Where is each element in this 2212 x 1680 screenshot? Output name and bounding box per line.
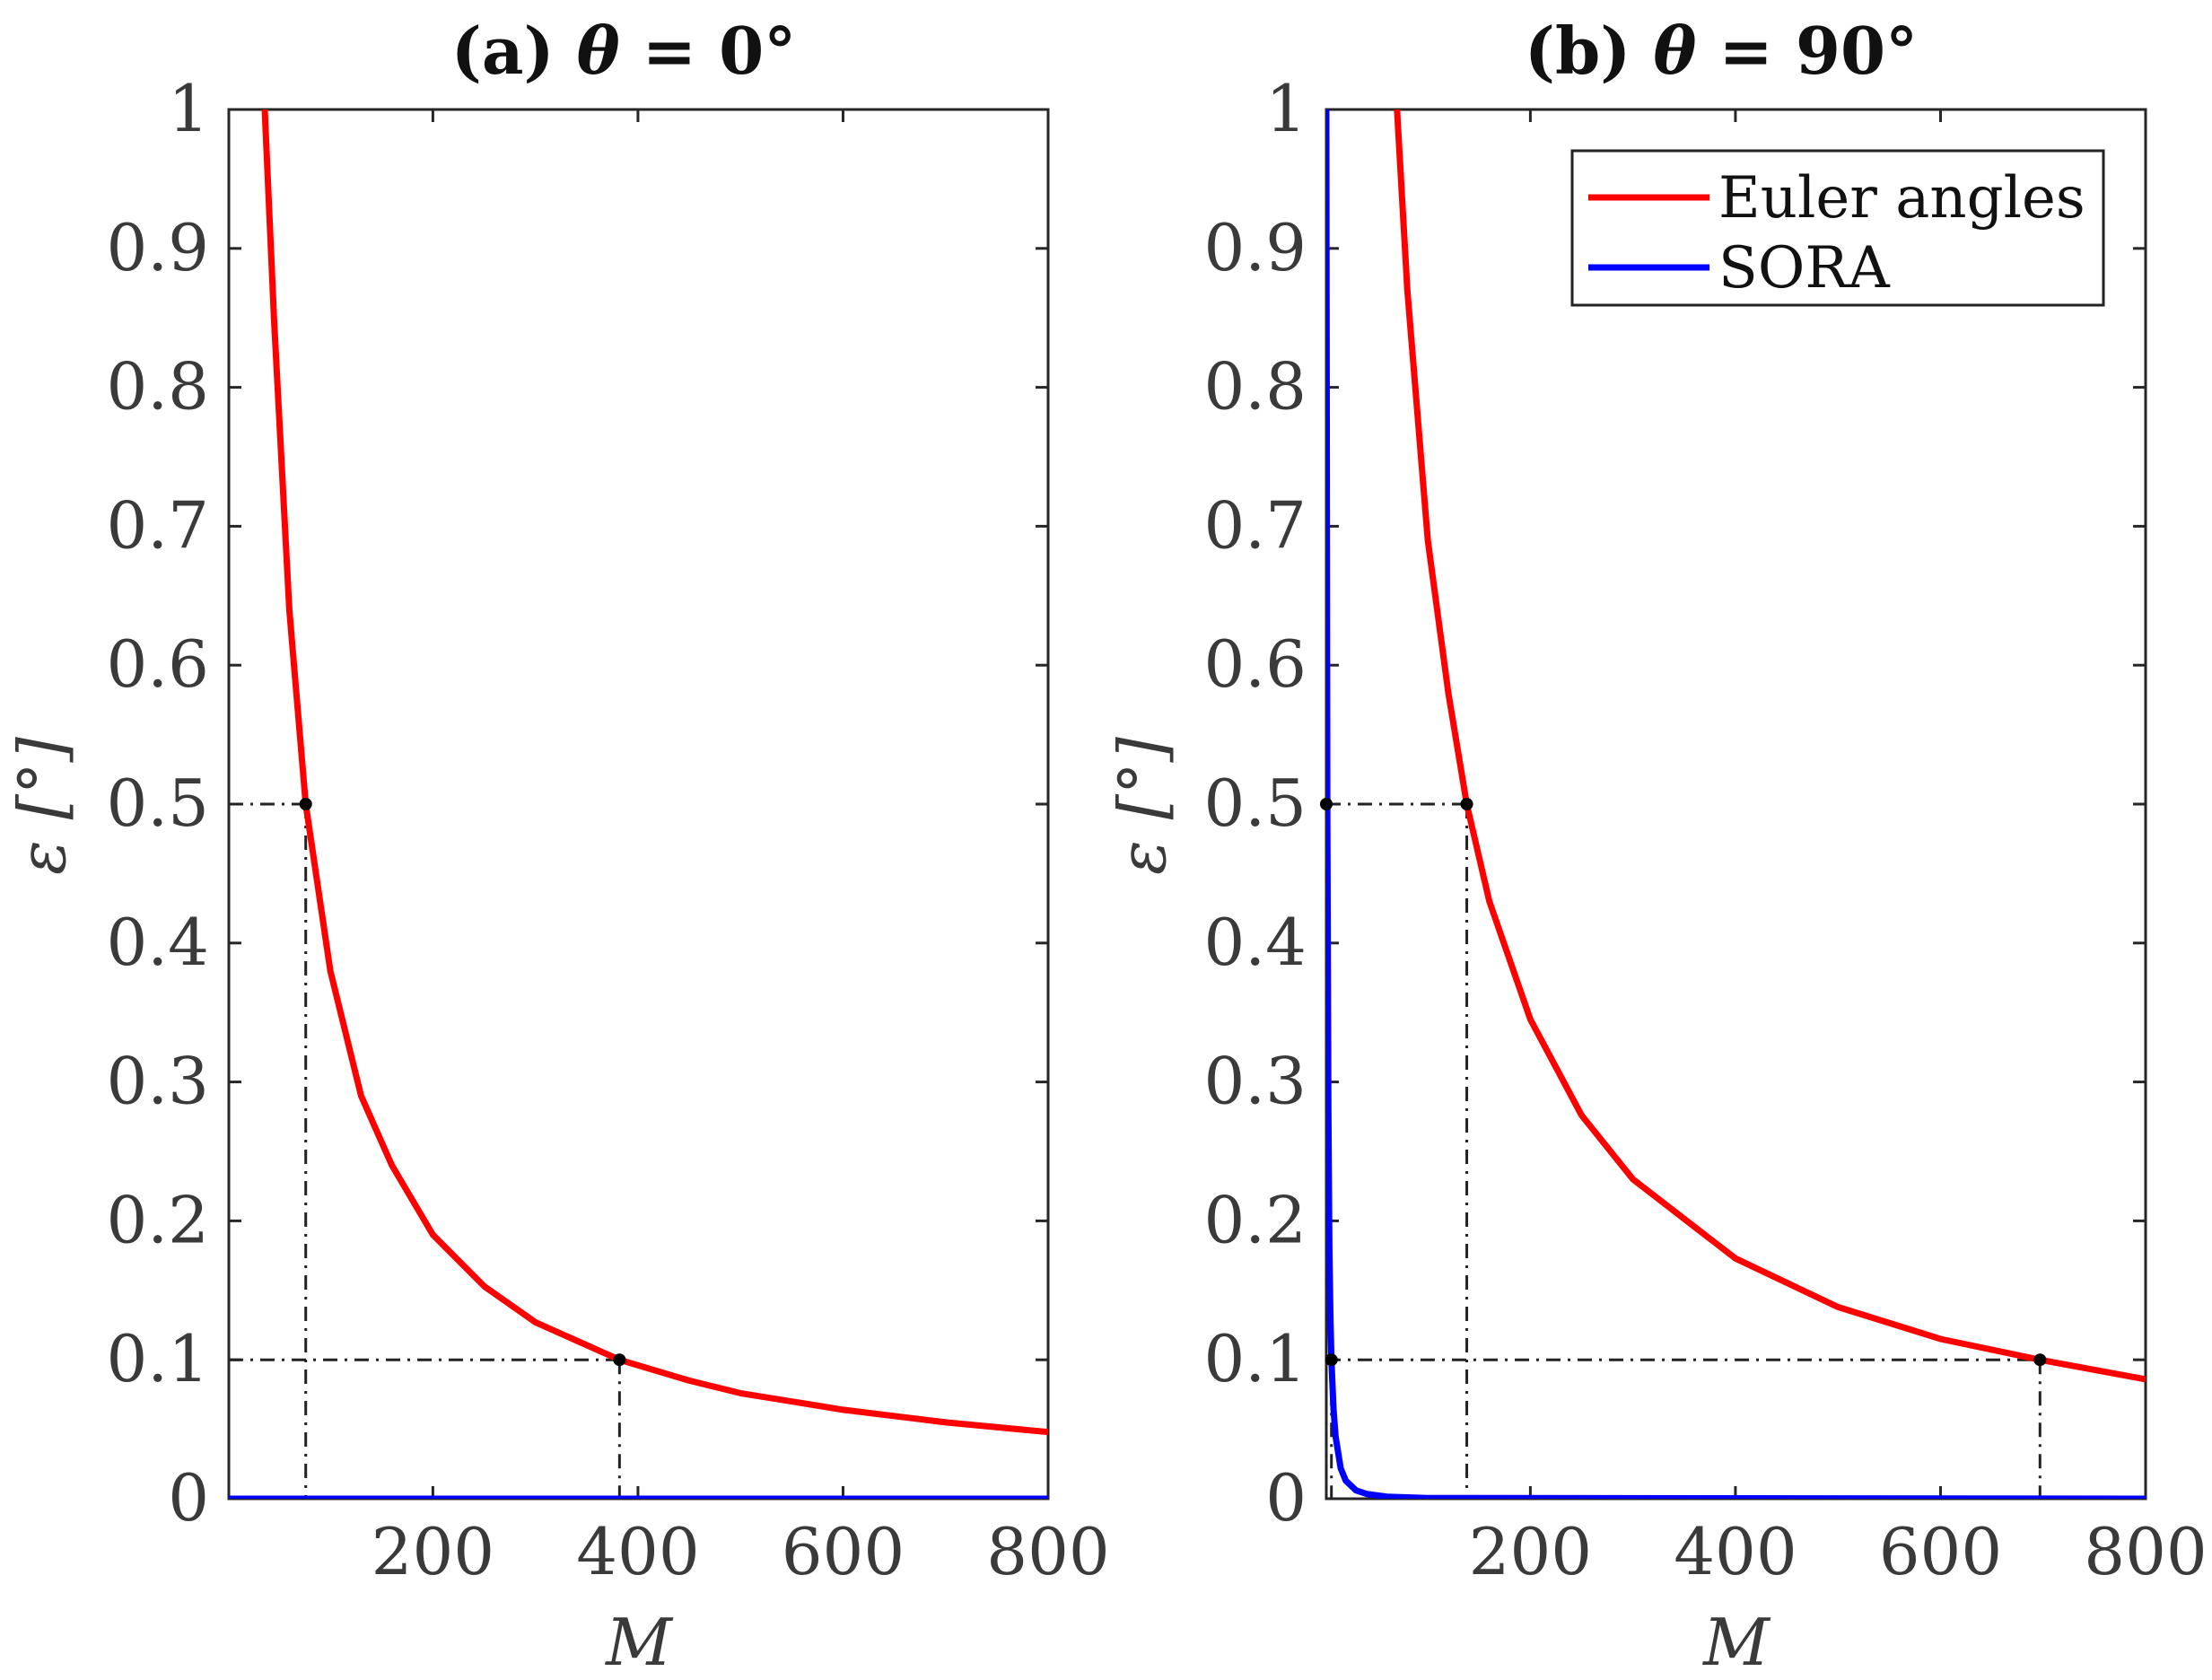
panel-a-y-tick-label: 0.5 (106, 766, 209, 841)
panel-a-y-tick-label: 0.8 (106, 349, 209, 424)
panel-a-y-tick-label: 1 (168, 71, 209, 146)
panel-b-y-tick-label: 0.1 (1203, 1321, 1307, 1396)
legend-label-euler: Euler angles (1718, 165, 2085, 232)
panel-b-series-euler-angles (1394, 109, 2146, 1383)
panel-b-series-sora (1326, 109, 2146, 1499)
panel-b-y-tick-label: 0.9 (1203, 210, 1307, 285)
panel-a-title: (a) θ = 0° (451, 13, 796, 89)
panel-b-y-axis-label: ε [°] (1105, 736, 1180, 875)
panel-a-y-tick-label: 0.9 (106, 210, 209, 285)
panel-a-y-tick-label: 0.7 (106, 487, 209, 563)
panel-a-guide-point (613, 1353, 626, 1367)
panel-a-series-euler-angles (261, 109, 1048, 1436)
panel-b-x-tick-label: 200 (1469, 1514, 1592, 1589)
legend-box (1570, 149, 2105, 307)
panel-a-y-tick-label: 0.2 (106, 1182, 209, 1257)
legend-label-sora: SORA (1718, 235, 1891, 302)
panel-a-y-tick-label: 0.1 (106, 1321, 209, 1396)
panel-b-y-tick-label: 0.7 (1203, 487, 1307, 563)
panel-b-y-tick-label: 0.2 (1203, 1182, 1307, 1257)
legend: Euler angles SORA (1570, 149, 2105, 307)
panel-b-y-tick-label: 0.6 (1203, 626, 1307, 702)
panel-a: (a) θ = 0° M ε [°] 0 0.1 0.2 0.3 0.4 0.5 0.6 0.… (4, 13, 1110, 1680)
panel-b-title: (b) θ = 90° (1525, 13, 1918, 89)
panel-b-guide-point (1320, 798, 1333, 810)
panel-a-y-tick-label: 0.4 (106, 905, 209, 980)
panel-a-y-tick-label: 0 (168, 1460, 209, 1536)
panel-a-x-tick-label: 600 (782, 1514, 905, 1589)
panel-b-x-axis-label: M (1701, 1605, 1771, 1680)
panel-b-y-tick-label: 0.4 (1203, 905, 1307, 980)
panel-a-x-tick-label: 800 (986, 1514, 1109, 1589)
panel-a-y-tick-label: 0.6 (106, 626, 209, 702)
panel-a-x-tick-label: 400 (576, 1514, 699, 1589)
panel-b-guide-point (1325, 1353, 1338, 1367)
panel-b: (b) θ = 90° M ε [°] 0 0.1 0.2 0.3 0.4 0.5 0.6 0… (1105, 13, 2208, 1680)
panel-a-guide-point (299, 798, 312, 810)
panel-a-y-tick-label: 0.3 (106, 1044, 209, 1119)
panel-a-y-axis-label: ε [°] (4, 736, 80, 875)
panel-b-guide-point (2033, 1353, 2047, 1367)
panel-b-x-tick-label: 400 (1674, 1514, 1797, 1589)
panel-a-axes-frame (227, 108, 1050, 1501)
panel-a-x-axis-label: M (604, 1605, 674, 1680)
panel-b-guide-point (1460, 798, 1473, 810)
panel-b-y-tick-label: 1 (1265, 71, 1307, 146)
panel-b-y-tick-label: 0 (1265, 1460, 1307, 1536)
panel-b-y-tick-label: 0.5 (1203, 766, 1307, 841)
panel-a-x-tick-label: 200 (372, 1514, 494, 1589)
panel-b-axes-frame (1325, 108, 2147, 1501)
panel-b-x-tick-label: 800 (2084, 1514, 2207, 1589)
panel-b-y-tick-label: 0.3 (1203, 1044, 1307, 1119)
panel-b-y-tick-label: 0.8 (1203, 349, 1307, 424)
panel-b-x-tick-label: 600 (1879, 1514, 2002, 1589)
